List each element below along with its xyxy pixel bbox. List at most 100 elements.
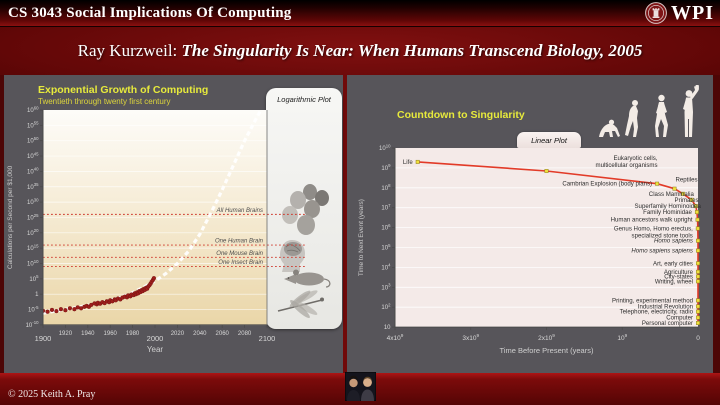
svg-text:1960: 1960 — [104, 331, 118, 337]
left-chart-subtitle: Twentieth through twenty first century — [38, 97, 171, 106]
svg-text:Writing, wheel: Writing, wheel — [655, 278, 693, 285]
title-bar: CS 3043 Social Implications Of Computing… — [0, 0, 720, 26]
svg-text:Genus Homo, Homo erectus,speci: Genus Homo, Homo erectus, specialized sto… — [614, 226, 693, 240]
svg-text:1030: 1030 — [27, 197, 39, 206]
svg-text:Class Mammalia: Class Mammalia — [649, 191, 695, 198]
svg-text:104: 104 — [381, 263, 391, 272]
svg-text:103: 103 — [381, 283, 391, 292]
svg-text:10: 10 — [384, 325, 391, 331]
mouse-image — [284, 269, 331, 288]
logarithmic-plot-label: Logarithmic Plot — [277, 95, 331, 104]
svg-text:One Insect Brain: One Insect Brain — [218, 260, 263, 266]
ape-silhouette — [599, 119, 620, 137]
svg-text:1980: 1980 — [126, 331, 140, 337]
svg-text:Human ancestors walk upright: Human ancestors walk upright — [611, 217, 693, 224]
brain-threshold-lines: All Human Brains One Human Brain One Mouse… — [43, 208, 305, 268]
svg-text:1055: 1055 — [27, 121, 39, 130]
svg-text:10-5: 10-5 — [28, 305, 39, 314]
svg-text:Computer: Computer — [666, 315, 693, 322]
left-xlabel: Year — [147, 345, 164, 354]
left-edge-border — [0, 75, 4, 373]
svg-text:2060: 2060 — [216, 331, 230, 337]
dragonfly-image — [277, 290, 324, 318]
wpi-logo-text: WPI — [671, 1, 714, 24]
svg-text:107: 107 — [381, 203, 391, 212]
svg-text:Eukaryotic cells,multicellular: Eukaryotic cells, multicellular organisms — [596, 155, 658, 169]
brain-scale-images — [277, 184, 331, 318]
svg-text:2080: 2080 — [238, 331, 252, 337]
svg-text:All Human Brains: All Human Brains — [216, 208, 263, 214]
event-markers — [415, 159, 700, 325]
logarithmic-plot-sidebar: Logarithmic Plot — [266, 88, 342, 329]
event-labels: Life Eukaryotic cells, multicellular organ… — [403, 155, 702, 327]
svg-text:109: 109 — [381, 163, 391, 172]
main-area: Exponential Growth of Computing Twentiet… — [0, 75, 720, 373]
trend-line — [43, 110, 263, 315]
svg-text:105: 105 — [29, 274, 39, 283]
modern-human-silhouette — [683, 85, 699, 137]
svg-text:105: 105 — [381, 243, 391, 252]
svg-text:Reptiles: Reptiles — [676, 177, 698, 184]
svg-text:1010: 1010 — [379, 143, 391, 152]
svg-text:1040: 1040 — [27, 167, 39, 176]
wpi-seal-icon — [645, 2, 667, 24]
panel-divider — [343, 75, 347, 373]
exponential-growth-chart: 1060 1055 1050 1045 1040 1035 1030 1025 1020 1015… — [7, 105, 305, 354]
svg-text:1050: 1050 — [27, 136, 39, 145]
svg-text:2x109: 2x109 — [538, 333, 555, 342]
right-ylabel: Time to Next Event (years) — [358, 199, 365, 276]
course-title: CS 3043 Social Implications Of Computing — [8, 4, 292, 21]
svg-text:1010: 1010 — [27, 259, 39, 268]
svg-text:One Mouse Brain: One Mouse Brain — [216, 251, 263, 257]
linear-plot-badge: Linear Plot — [517, 132, 581, 148]
svg-text:106: 106 — [381, 223, 391, 232]
hunched-hominid-silhouette — [625, 100, 638, 137]
slide-title-prefix: Ray Kurzweil: — [77, 41, 182, 60]
svg-text:Industrial Revolution: Industrial Revolution — [638, 303, 693, 310]
svg-text:Primates: Primates — [675, 197, 699, 204]
svg-text:2040: 2040 — [193, 331, 207, 337]
left-ylabel: Calculations per Second per $1,000 — [7, 165, 14, 269]
svg-text:4x109: 4x109 — [387, 333, 404, 342]
human-brains-cluster-image — [282, 184, 329, 235]
right-xlabel: Time Before Present (years) — [500, 346, 594, 355]
svg-text:1035: 1035 — [27, 182, 39, 191]
svg-text:1025: 1025 — [27, 213, 39, 222]
human-head-brain-image — [280, 240, 305, 272]
svg-text:Superfamily Hominoidea: Superfamily Hominoidea — [634, 203, 701, 210]
svg-text:Homo sapiens: Homo sapiens — [654, 238, 693, 245]
svg-text:1020: 1020 — [27, 228, 39, 237]
scatter-points — [43, 276, 156, 314]
svg-text:1045: 1045 — [27, 151, 39, 160]
right-chart-title: Countdown to Singularity — [397, 109, 525, 121]
svg-text:Telephone, electricity, radio: Telephone, electricity, radio — [620, 309, 694, 316]
exponential-growth-panel: Exponential Growth of Computing Twentiet… — [4, 75, 343, 373]
svg-text:2000: 2000 — [147, 334, 164, 343]
left-gridlines — [43, 125, 267, 326]
left-chart-title: Exponential Growth of Computing — [38, 84, 209, 96]
svg-text:3x109: 3x109 — [462, 333, 479, 342]
evolution-silhouettes-image — [599, 85, 699, 137]
svg-text:1900: 1900 — [35, 334, 52, 343]
countdown-singularity-chart: 1010 109 108 107 106 105 104 103 102 10 Life Eukary… — [358, 143, 702, 355]
countdown-singularity-panel: Countdown to Singularity Linear Plot — [351, 75, 713, 373]
svg-text:Printing, experimental method: Printing, experimental method — [612, 297, 693, 304]
svg-text:Art, early cities: Art, early cities — [653, 260, 693, 267]
svg-text:0: 0 — [696, 335, 700, 342]
copyright-text: © 2025 Keith A. Pray — [8, 389, 96, 400]
slide-title-band: Ray Kurzweil: The Singularity Is Near: W… — [0, 26, 720, 75]
svg-text:Homo sapiens sapiens: Homo sapiens sapiens — [631, 248, 693, 255]
svg-text:Life: Life — [403, 159, 413, 166]
svg-text:Agriculture: Agriculture — [664, 269, 694, 276]
upright-hominid-silhouette — [655, 94, 668, 137]
svg-text:1060: 1060 — [27, 105, 39, 114]
svg-text:City-states: City-states — [664, 273, 693, 280]
slide-title-book: The Singularity Is Near: When Humans Tra… — [181, 41, 643, 60]
svg-text:One Human Brain: One Human Brain — [215, 239, 264, 245]
svg-text:Family Hominidae: Family Hominidae — [643, 209, 692, 216]
svg-text:2020: 2020 — [171, 331, 185, 337]
right-edge-border — [713, 75, 720, 373]
svg-text:1940: 1940 — [81, 331, 95, 337]
svg-text:10-10: 10-10 — [26, 320, 40, 329]
wpi-logo: WPI — [645, 2, 714, 25]
